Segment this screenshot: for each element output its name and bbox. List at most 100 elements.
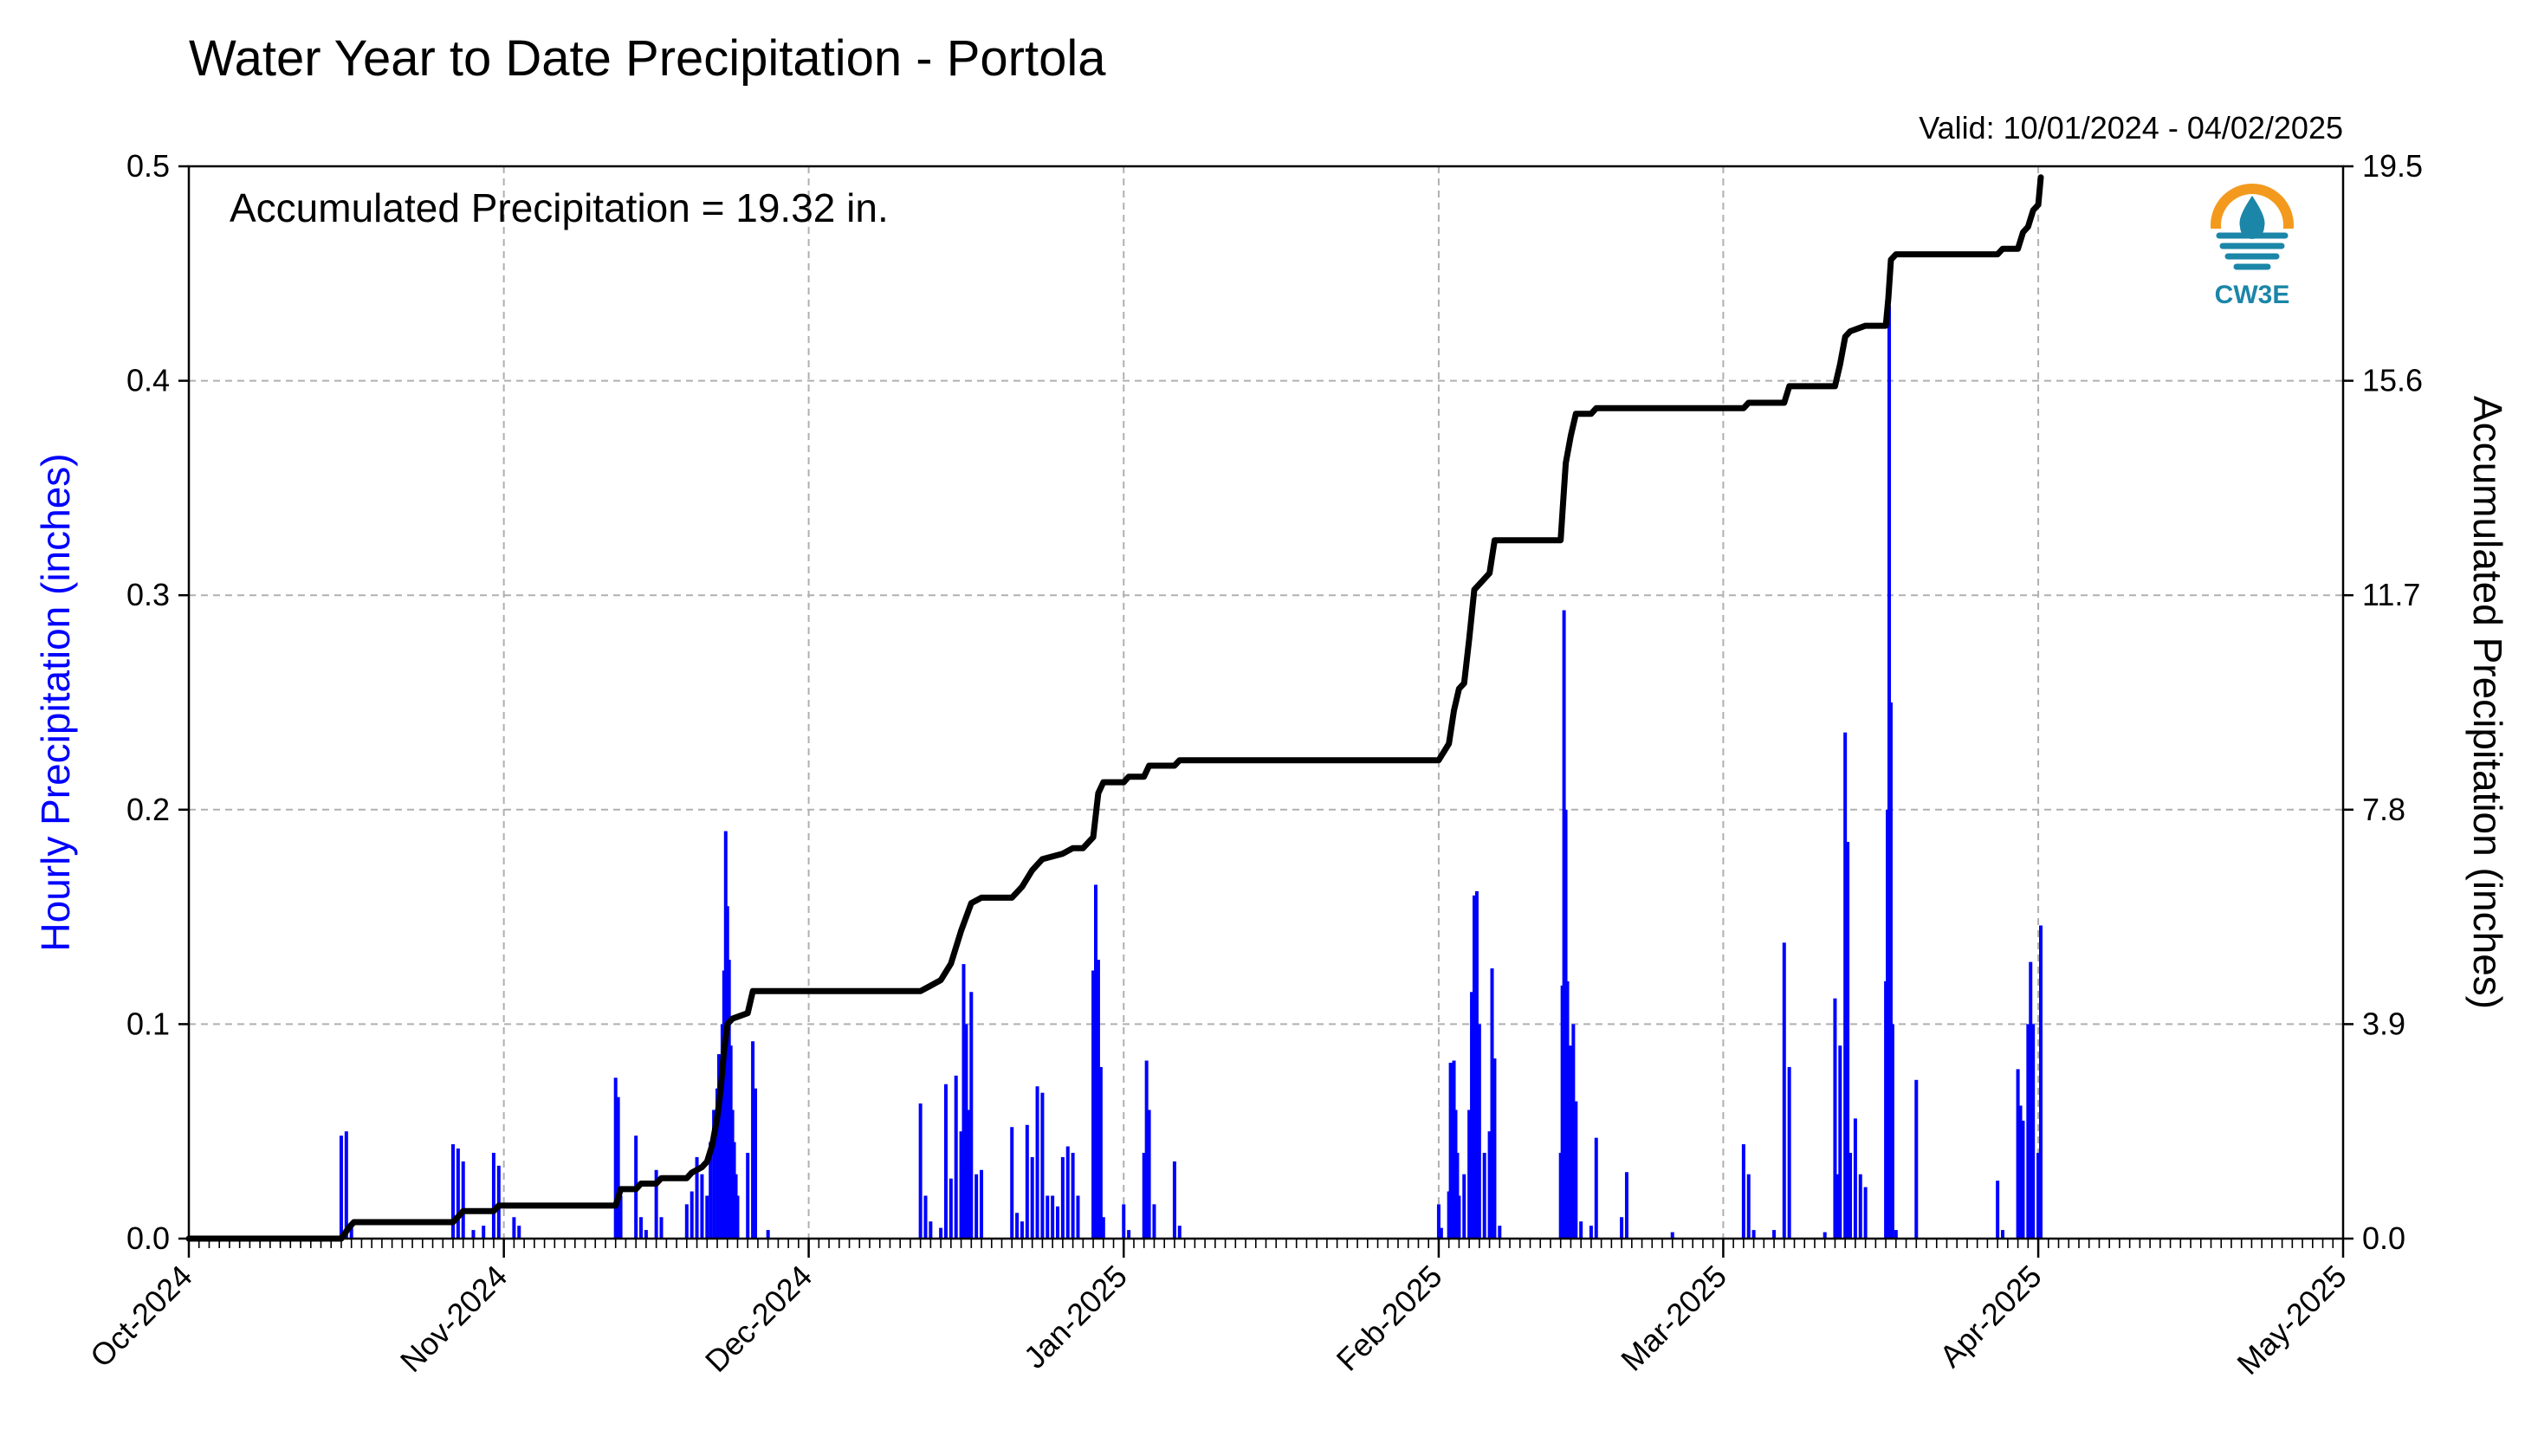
hourly-bar: [1094, 884, 1098, 1239]
hourly-bar: [1152, 1204, 1156, 1239]
hourly-bar: [1051, 1195, 1055, 1239]
hourly-bar: [1098, 1066, 1103, 1239]
hourly-bar: [659, 1217, 664, 1239]
hourly-bar: [517, 1226, 521, 1239]
plot-frame: [187, 165, 2345, 1240]
hourly-bar: [1482, 1152, 1486, 1239]
hourly-bar: [751, 1041, 755, 1239]
hourly-bar: [1091, 970, 1096, 1239]
hourly-bar: [1848, 1152, 1853, 1239]
hourly-bar: [943, 1084, 948, 1239]
hourly-bar: [1439, 1227, 1443, 1239]
hourly-bar: [705, 1195, 709, 1239]
hourly-bar: [1472, 895, 1476, 1239]
hourly-bar: [1782, 942, 1786, 1239]
hourly-bar: [1020, 1221, 1024, 1239]
hourly-bar: [1853, 1118, 1857, 1239]
hourly-bar: [1147, 1110, 1151, 1239]
hourly-bar: [2016, 1069, 2020, 1239]
hourly-bar: [1498, 1226, 1502, 1239]
right-y-tick-label: 15.6: [2362, 363, 2423, 398]
hourly-bar: [1751, 1230, 1756, 1239]
right-y-tick-label: 0.0: [2362, 1220, 2405, 1256]
logo-drop-icon: [2239, 196, 2265, 239]
hourly-precipitation-bars: [339, 305, 2043, 1239]
hourly-bar: [1490, 968, 1494, 1239]
hourly-bar: [451, 1144, 456, 1239]
hourly-bar: [959, 1131, 963, 1239]
hourly-bar: [1030, 1156, 1034, 1239]
hourly-bar: [1589, 1226, 1593, 1239]
hourly-bar: [1787, 1066, 1791, 1239]
hourly-bar: [1746, 1174, 1751, 1239]
hourly-bar: [1060, 1156, 1065, 1239]
hourly-bar: [2001, 1230, 2005, 1239]
hourly-bar: [491, 1152, 495, 1239]
right-axis-title: Accumulated Precipitation (inches): [2465, 396, 2510, 1009]
left-axis-title: Hourly Precipitation (inches): [33, 453, 78, 951]
hourly-bar: [1076, 1195, 1080, 1239]
hourly-bar: [1574, 1101, 1578, 1239]
grid-lines: [189, 166, 2343, 1239]
x-tick-label: Oct-2024: [83, 1259, 199, 1375]
x-tick-label: Nov-2024: [393, 1259, 514, 1379]
hourly-bar: [1010, 1127, 1014, 1239]
hourly-bar: [1620, 1217, 1624, 1239]
hourly-bar: [1996, 1181, 2000, 1239]
hourly-bar: [712, 1110, 716, 1239]
hourly-bar: [1096, 960, 1100, 1239]
hourly-bar: [1888, 702, 1893, 1239]
hourly-bar: [709, 1142, 713, 1239]
hourly-bar: [1040, 1092, 1045, 1239]
hourly-bar: [1894, 1230, 1898, 1239]
hourly-bar: [496, 1165, 501, 1239]
hourly-bar: [695, 1156, 699, 1239]
hourly-bar: [1122, 1204, 1126, 1239]
left-y-tick-label: 0.0: [126, 1220, 170, 1256]
hourly-bar: [1823, 1232, 1827, 1239]
hourly-bar: [1474, 890, 1479, 1239]
hourly-bar: [918, 1103, 923, 1239]
accumulated-precipitation-line: [185, 174, 2044, 1242]
hourly-bar: [471, 1230, 476, 1239]
x-tick-label: Mar-2025: [1614, 1259, 1733, 1378]
hourly-bar: [1772, 1230, 1777, 1239]
hourly-bar: [1101, 1217, 1105, 1239]
hourly-bar: [735, 1195, 740, 1239]
hourly-bar: [339, 1136, 343, 1239]
right-y-tick-label: 11.7: [2362, 577, 2420, 612]
hourly-bar: [1144, 1060, 1149, 1239]
hourly-bar: [967, 1110, 971, 1239]
hourly-bar: [461, 1161, 465, 1239]
hourly-bar: [1177, 1226, 1182, 1239]
left-y-tick-label: 0.4: [126, 363, 170, 398]
hourly-bar: [644, 1230, 648, 1239]
hourly-bar: [974, 1174, 979, 1239]
hourly-bar: [1670, 1232, 1674, 1239]
hourly-bar: [1467, 1110, 1472, 1239]
hourly-bar: [639, 1217, 644, 1239]
x-tick-label: Jan-2025: [1017, 1259, 1134, 1375]
hourly-bar: [754, 1088, 758, 1239]
hourly-bar: [1470, 992, 1474, 1239]
hourly-bar: [1127, 1230, 1131, 1239]
axis-ticks: [178, 165, 2353, 1258]
hourly-bar: [684, 1204, 689, 1239]
left-y-tick-label: 0.2: [126, 792, 170, 827]
hourly-bar: [746, 1152, 750, 1239]
hourly-bar: [2031, 1024, 2036, 1239]
x-tick-label: May-2025: [2230, 1259, 2353, 1382]
hourly-bar: [456, 1149, 460, 1239]
hourly-bar: [1838, 1045, 1842, 1239]
hourly-bar: [1890, 1024, 1894, 1239]
hourly-bar: [1914, 1079, 1919, 1239]
x-tick-label: Dec-2024: [698, 1259, 819, 1379]
hourly-bar: [690, 1191, 694, 1239]
cw3e-logo: CW3E: [2209, 184, 2295, 309]
hourly-bar: [1015, 1213, 1020, 1239]
logo-text: CW3E: [2215, 281, 2290, 309]
hourly-bar: [1056, 1206, 1060, 1239]
right-y-tick-label: 7.8: [2362, 792, 2405, 827]
hourly-bar: [954, 1075, 958, 1239]
hourly-bar: [2038, 925, 2043, 1239]
